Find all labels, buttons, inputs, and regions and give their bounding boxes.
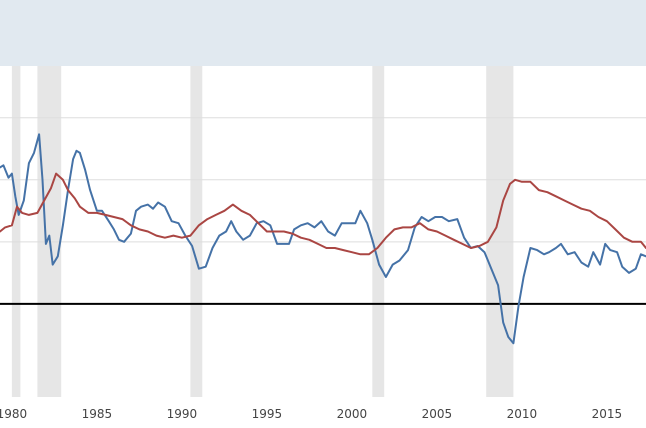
x-tick-label-1990: 1990 <box>167 407 198 421</box>
series-lines <box>0 133 646 345</box>
recession-shading <box>11 66 514 397</box>
recession-band-4 <box>486 66 514 397</box>
x-tick-label-2010: 2010 <box>507 407 538 421</box>
recession-band-3 <box>372 66 385 397</box>
chart-header-band <box>0 0 646 66</box>
x-tick-label-2005: 2005 <box>422 407 453 421</box>
x-tick-label-1980: 1980 <box>0 407 27 421</box>
recession-band-0 <box>11 66 21 397</box>
series-line-0 <box>0 133 646 345</box>
recession-band-1 <box>37 66 62 397</box>
x-tick-label-2000: 2000 <box>337 407 368 421</box>
x-tick-label-1985: 1985 <box>82 407 113 421</box>
x-axis-tick-labels: 1980 1985 1990 1995 2000 2005 2010 2015 <box>0 407 622 421</box>
x-tick-label-1995: 1995 <box>252 407 283 421</box>
recession-band-2 <box>190 66 203 397</box>
gridlines <box>0 117 646 243</box>
series-line-1 <box>0 172 646 256</box>
x-tick-label-2015: 2015 <box>592 407 623 421</box>
